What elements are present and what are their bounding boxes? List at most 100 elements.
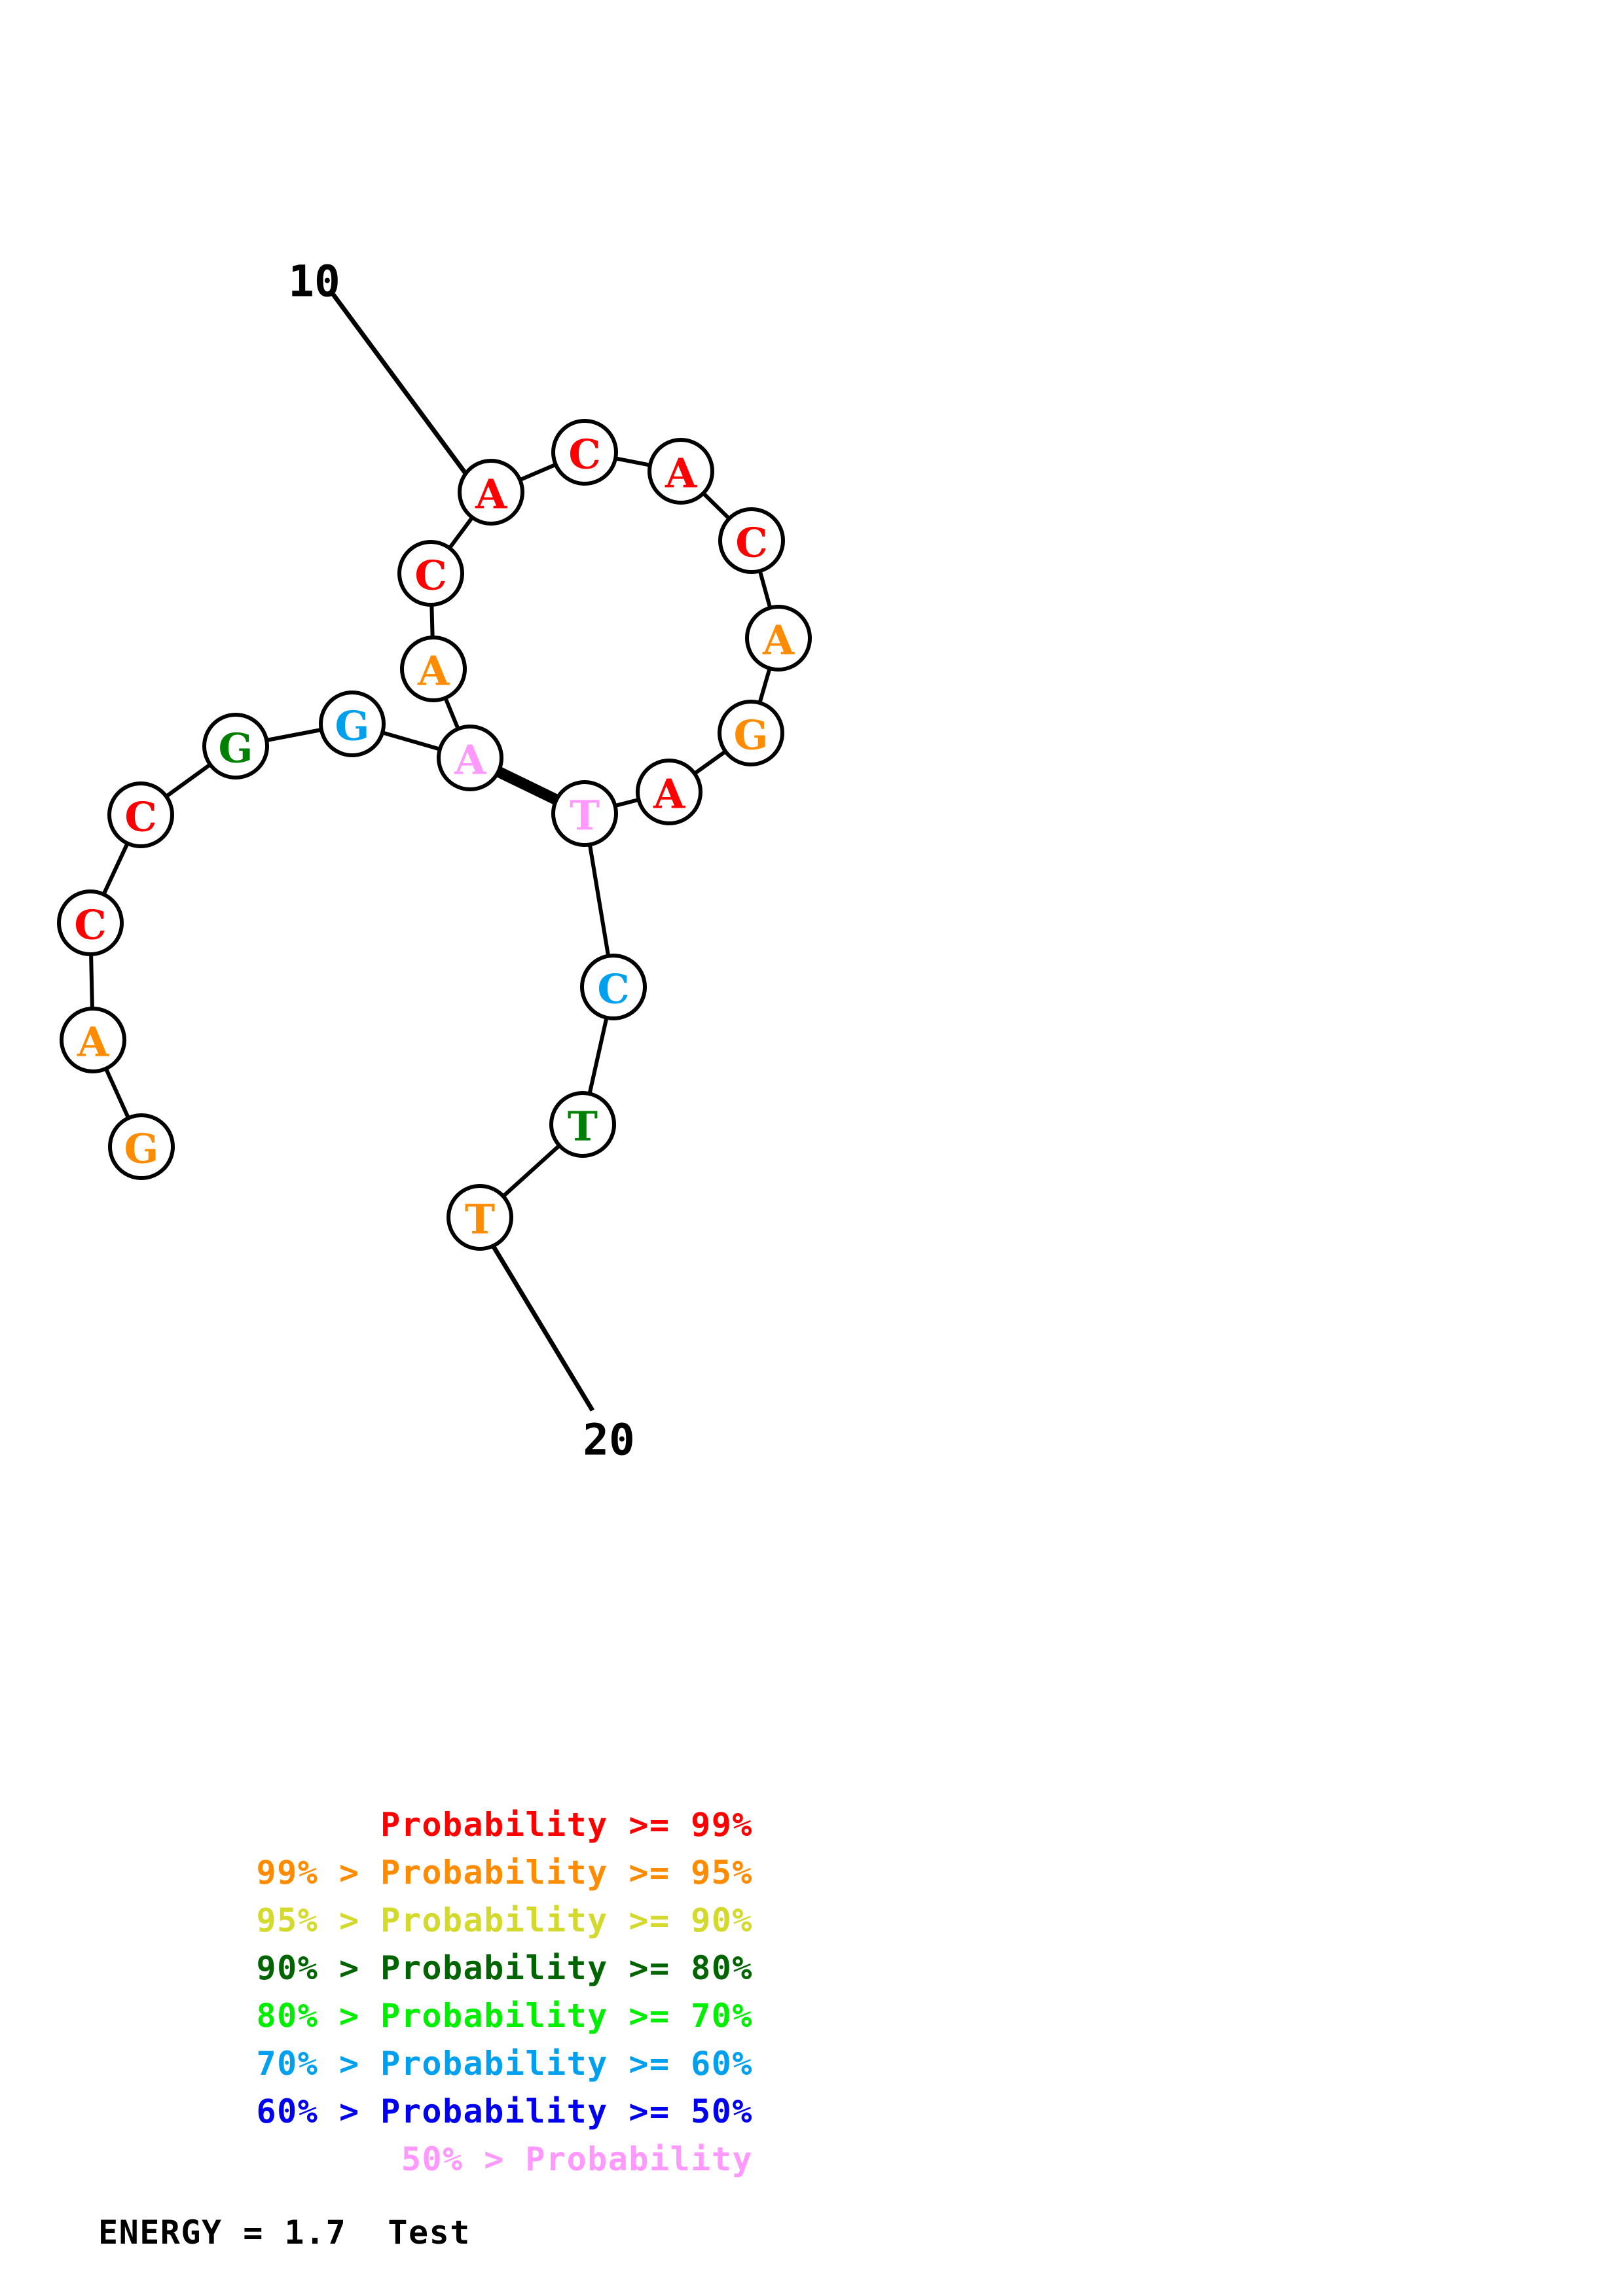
base-letter: A <box>454 736 486 784</box>
base-circle <box>647 438 714 505</box>
base-circle <box>437 725 503 791</box>
base-letter: C <box>597 965 629 1013</box>
legend-row-3: 90% > Probability >= 80% <box>256 1949 753 1987</box>
base-pair-bonds-group <box>493 765 562 806</box>
backbone-link-b12-b15 <box>380 730 442 752</box>
base-c-18[interactable]: C <box>57 889 124 956</box>
base-letter: G <box>734 711 769 759</box>
legend-row-7: 50% > Probability <box>401 2140 753 2178</box>
base-letter: C <box>735 519 767 567</box>
base-circle <box>580 954 647 1020</box>
base-t-8[interactable]: T <box>551 780 618 847</box>
probability-legend: Probability >= 99% 99% > Probability >= 9… <box>98 1801 753 2183</box>
base-circle <box>60 1007 126 1073</box>
base-letter: C <box>414 552 447 600</box>
backbone-lines-group <box>89 456 773 1199</box>
energy-label: ENERGY = 1.7 Test <box>98 2214 471 2251</box>
base-g-6[interactable]: G <box>718 700 784 766</box>
base-t-11[interactable]: T <box>447 1184 513 1251</box>
tail-lines-group <box>331 293 594 1412</box>
base-circle <box>549 1091 616 1158</box>
base-letter: T <box>570 792 600 840</box>
base-a-12[interactable]: A <box>437 725 503 791</box>
base-letter: C <box>568 431 600 478</box>
backbone-link-b3-b4 <box>701 491 732 521</box>
base-circle <box>551 419 618 486</box>
backbone-link-b16-b17 <box>164 762 213 799</box>
legend-row-4: 80% > Probability >= 70% <box>256 1997 753 2035</box>
base-circle <box>745 605 812 672</box>
base-t-10[interactable]: T <box>549 1091 616 1158</box>
backbone-link-b12-b13 <box>443 696 461 731</box>
base-circle <box>397 540 464 607</box>
backbone-link-b1-b2 <box>518 462 558 482</box>
backbone-link-b10-b11 <box>501 1143 562 1199</box>
base-letter: A <box>665 450 697 497</box>
backbone-link-b6-b7 <box>692 749 728 776</box>
base-g-16[interactable]: G <box>202 713 269 780</box>
base-circle <box>458 459 524 526</box>
base-letter: A <box>77 1018 109 1066</box>
base-letter: A <box>475 471 507 518</box>
sequence-numbers-group: 10 20 <box>288 257 634 1465</box>
base-letter: G <box>219 725 253 772</box>
base-circle <box>447 1184 513 1251</box>
legend-row-0: Probability >= 99% <box>380 1806 753 1844</box>
backbone-link-b5-b6 <box>757 666 773 705</box>
base-circle <box>551 780 618 847</box>
tail-line-20 <box>486 1236 594 1412</box>
base-circle <box>107 781 174 848</box>
base-c-17[interactable]: C <box>107 781 174 848</box>
backbone-link-b17-b18 <box>101 841 130 897</box>
base-letter: A <box>762 617 795 664</box>
base-g-20[interactable]: G <box>108 1113 175 1180</box>
backbone-link-b18-b19 <box>89 952 94 1011</box>
base-circle <box>57 889 124 956</box>
backbone-link-b19-b20 <box>103 1066 131 1121</box>
base-circle <box>400 636 467 702</box>
base-circle <box>108 1113 175 1180</box>
base-circle <box>319 691 386 757</box>
sequence-number-20: 20 <box>583 1415 634 1465</box>
legend-row-5: 70% > Probability >= 60% <box>256 2045 753 2083</box>
base-circle <box>718 507 785 574</box>
base-c-9[interactable]: C <box>580 954 647 1020</box>
base-a-13[interactable]: A <box>400 636 467 702</box>
base-a-1[interactable]: A <box>458 459 524 526</box>
legend-row-6: 60% > Probability >= 50% <box>256 2092 753 2130</box>
base-c-14[interactable]: C <box>397 540 464 607</box>
base-circle <box>718 700 784 766</box>
base-letter: T <box>465 1196 495 1244</box>
base-letter: G <box>335 702 370 750</box>
base-c-2[interactable]: C <box>551 419 618 486</box>
backbone-link-b8-b9 <box>587 842 611 958</box>
base-a-7[interactable]: A <box>636 759 702 825</box>
base-circle <box>202 713 269 780</box>
base-letter: A <box>417 647 450 695</box>
backbone-link-b7-b8 <box>613 797 641 808</box>
backbone-link-b4-b5 <box>757 569 773 610</box>
legend-row-1: 99% > Probability >= 95% <box>256 1854 753 1892</box>
backbone-link-b13-b14 <box>429 603 435 639</box>
backbone-link-b2-b3 <box>613 456 652 468</box>
base-letter: G <box>124 1125 159 1173</box>
legend-row-2: 95% > Probability >= 90% <box>256 1901 753 1939</box>
base-a-5[interactable]: A <box>745 605 812 672</box>
base-c-4[interactable]: C <box>718 507 785 574</box>
base-g-15[interactable]: G <box>319 691 386 757</box>
backbone-link-b9-b10 <box>587 1016 609 1096</box>
base-letter: A <box>653 770 685 818</box>
base-letter: C <box>74 901 106 949</box>
base-a-3[interactable]: A <box>647 438 714 505</box>
base-pair-bond-b12-b8 <box>493 765 562 806</box>
base-circle <box>636 759 702 825</box>
backbone-link-b15-b16 <box>264 727 323 743</box>
base-letter: C <box>124 793 156 841</box>
sequence-number-10: 10 <box>288 257 340 307</box>
base-letter: T <box>568 1103 598 1151</box>
base-a-19[interactable]: A <box>60 1007 126 1073</box>
tail-line-10 <box>331 293 475 485</box>
backbone-link-b14-b1 <box>447 515 475 550</box>
